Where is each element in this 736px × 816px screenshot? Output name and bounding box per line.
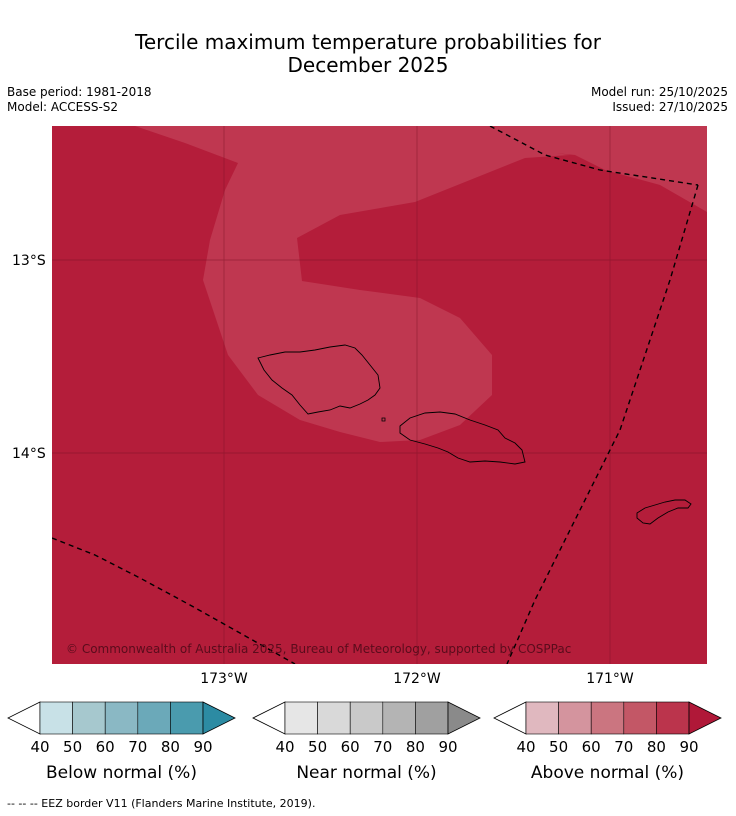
colorbar-above-segment [656, 701, 690, 735]
colorbars-group: 40 50 60 70 80 90 Below normal (%) 40 50 60 70 80 90… [7, 701, 722, 783]
colorbar-above-segment [558, 701, 592, 735]
meta-left: Base period: 1981-2018 Model: ACCESS-S2 [7, 85, 152, 115]
issued-date: Issued: 27/10/2025 [612, 100, 728, 114]
colorbar-near-tick: 70 [373, 738, 392, 756]
colorbar-near-segment [349, 701, 384, 735]
colorbar-below-segment [72, 701, 106, 735]
colorbar-above-tick: 70 [614, 738, 633, 756]
colorbar-near-low-extend [252, 701, 286, 735]
eez-border-southwest [52, 537, 296, 664]
colorbar-near-segment [382, 701, 416, 735]
colorbar-near-high-extend [447, 701, 481, 735]
model-name: Model: ACCESS-S2 [7, 100, 119, 114]
colorbar-above-segment [525, 701, 559, 735]
eez-border-north [489, 126, 699, 186]
copyright-text: © Commonwealth of Australia 2025, Bureau… [66, 642, 571, 656]
lon-label-171w: 171°W [586, 671, 634, 687]
base-period: Base period: 1981-2018 [7, 85, 152, 99]
colorbar-below-segment [104, 701, 139, 735]
colorbar-near-tick: 90 [438, 738, 457, 756]
title-line-2: December 2025 [287, 53, 449, 77]
lat-label-13s: 13°S [12, 253, 46, 269]
colorbar-near-segment [284, 701, 318, 735]
model-run: Model run: 25/10/2025 [590, 85, 728, 99]
colorbar-below-tick: 80 [161, 738, 180, 756]
colorbar-near-tick: 80 [406, 738, 425, 756]
colorbar-above-low-extend [493, 701, 527, 735]
island-upolu [399, 411, 526, 465]
lon-label-172w: 172°W [393, 671, 441, 687]
colorbar-above-segment [590, 701, 625, 735]
colorbar-above-tick: 90 [679, 738, 698, 756]
colorbar-above-tick: 80 [647, 738, 666, 756]
island-savaii [257, 344, 381, 415]
colorbar-near-tick: 60 [341, 738, 360, 756]
island-tutuila [636, 499, 692, 525]
eez-footnote: -- -- -- EEZ border V11 (Flanders Marine… [7, 797, 316, 810]
lat-label-14s: 14°S [12, 446, 46, 462]
colorbar-below-tick: 50 [63, 738, 82, 756]
colorbar-below-tick: 70 [128, 738, 147, 756]
colorbar-below-low-extend [7, 701, 41, 735]
colorbar-near-tick: 50 [308, 738, 327, 756]
colorbar-below-segment [170, 701, 204, 735]
colorbar-below-tick: 40 [30, 738, 49, 756]
colorbar-below-segment [137, 701, 171, 735]
colorbar-below-label: Below normal (%) [46, 763, 197, 783]
island-apolima [381, 417, 386, 422]
colorbar-near-segment [317, 701, 351, 735]
colorbar-below-high-extend [202, 701, 236, 735]
lon-label-173w: 173°W [200, 671, 248, 687]
colorbar-above-high-extend [688, 701, 722, 735]
colorbar-above-tick: 40 [516, 738, 535, 756]
colorbar-above-tick: 60 [582, 738, 601, 756]
colorbar-near-segment [415, 701, 449, 735]
map-title: Tercile maximum temperature probabilitie… [0, 31, 736, 77]
colorbar-below-segment [39, 701, 73, 735]
colorbar-above-label: Above normal (%) [531, 763, 684, 783]
title-line-1: Tercile maximum temperature probabilitie… [135, 30, 601, 54]
colorbar-below-tick: 60 [96, 738, 115, 756]
meta-right: Model run: 25/10/2025 Issued: 27/10/2025 [591, 85, 728, 115]
colorbar-above-tick: 50 [549, 738, 568, 756]
map-region-above-70-80-north [135, 126, 707, 442]
colorbar-near-label: Near normal (%) [296, 763, 436, 783]
colorbar-near-tick: 40 [275, 738, 294, 756]
colorbar-above-segment [623, 701, 657, 735]
colorbar-below-tick: 90 [193, 738, 212, 756]
eez-border-east [506, 184, 699, 664]
